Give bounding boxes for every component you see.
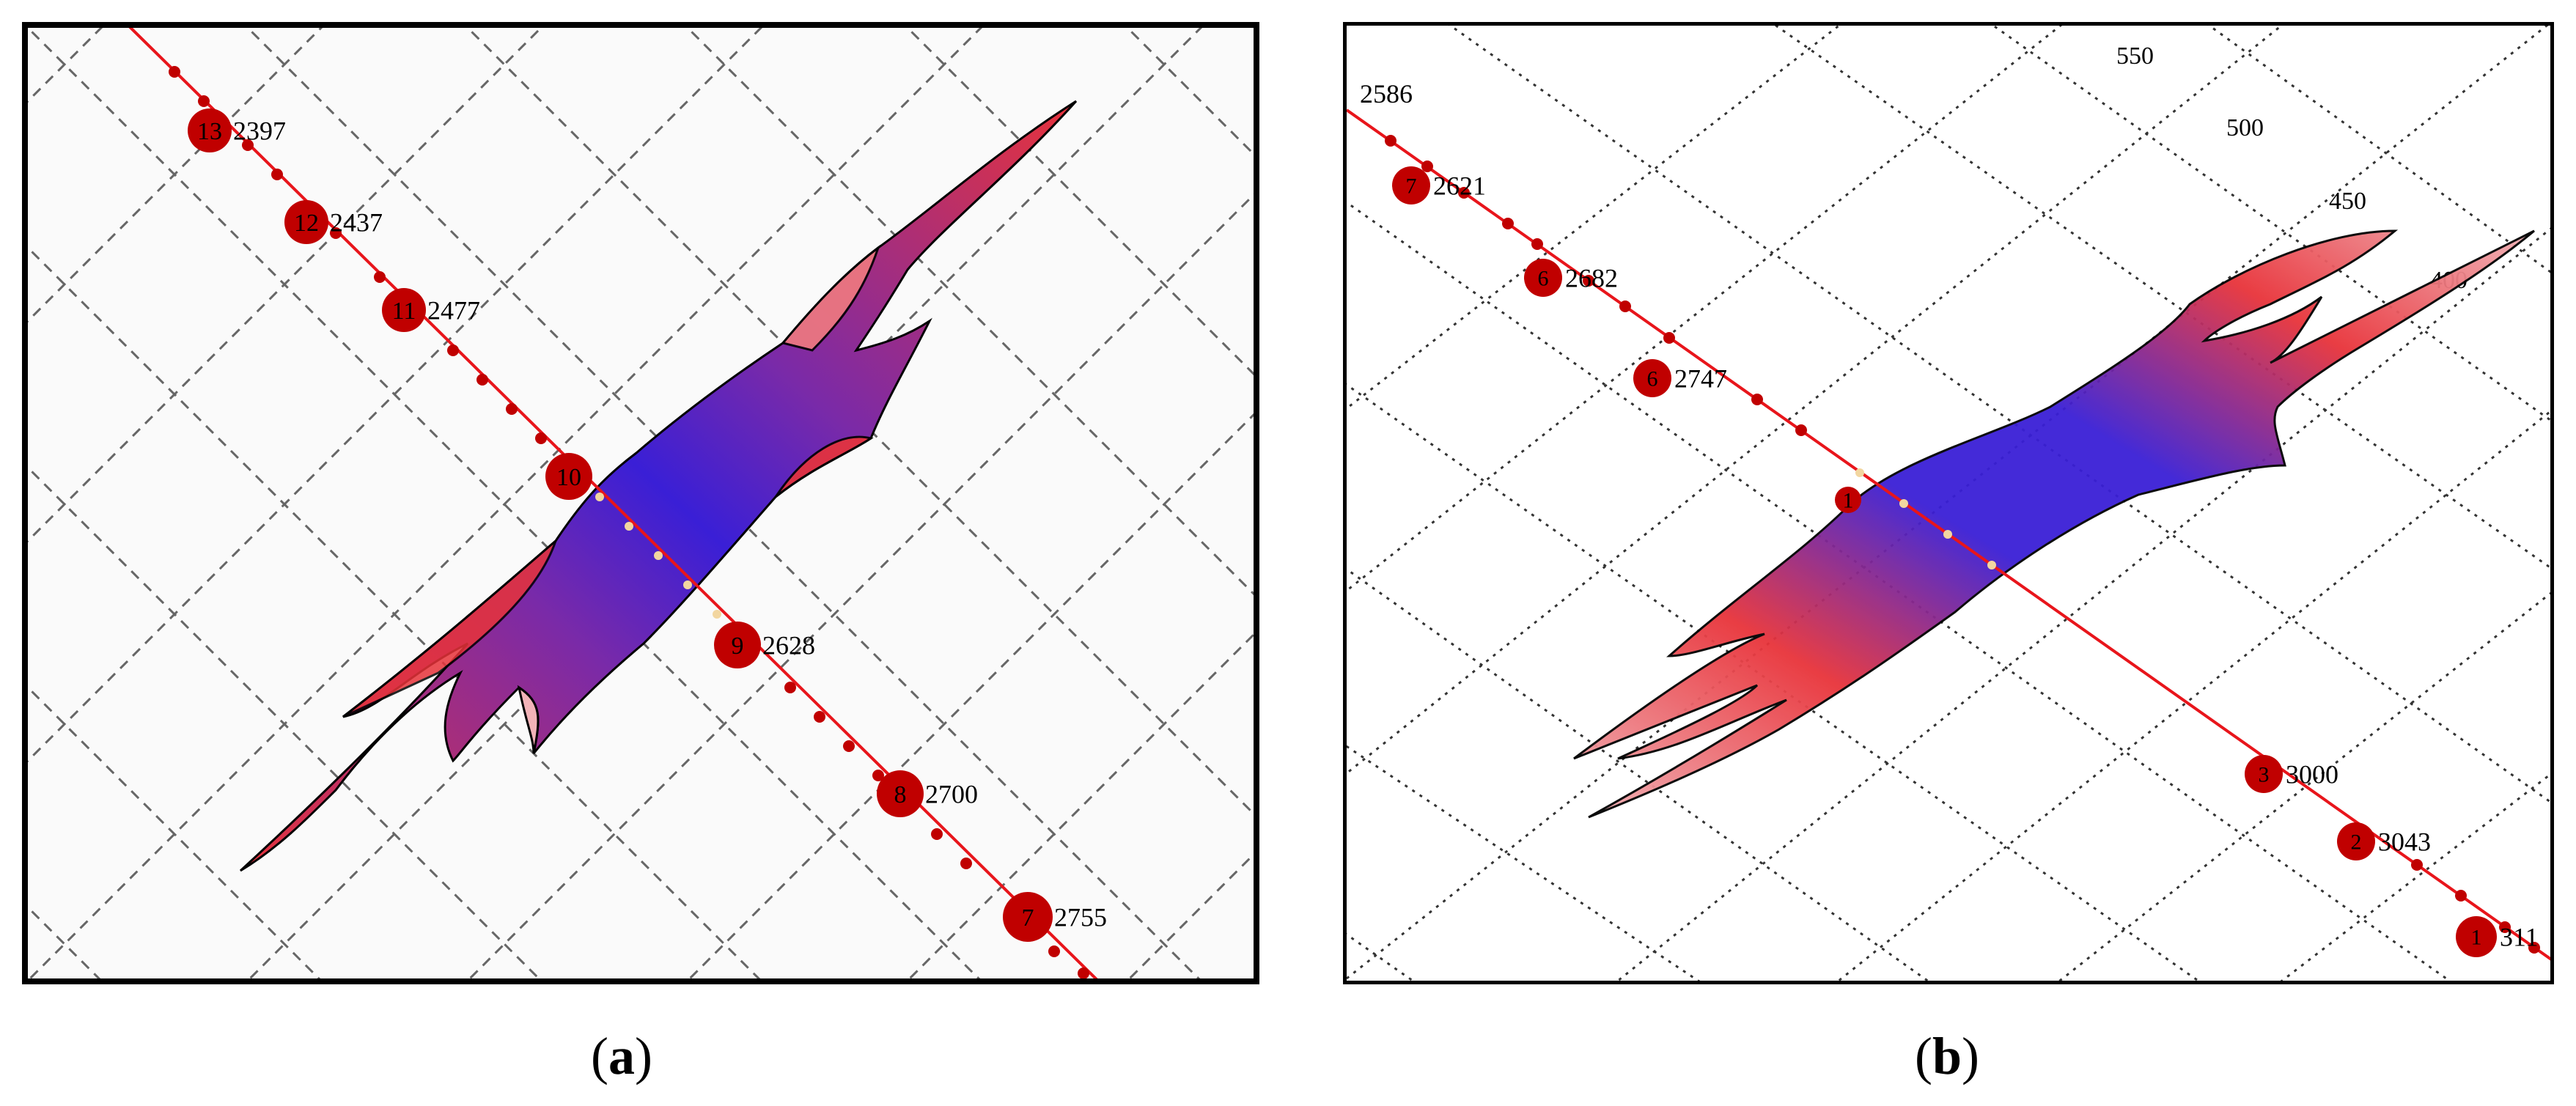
grid-label: 550 — [2116, 43, 2154, 70]
marker-6: 6 2682 — [1524, 259, 1618, 297]
marker-dot — [877, 770, 924, 817]
marker-number: 9 — [732, 633, 744, 660]
marker-dot — [2245, 755, 2283, 793]
marker-dot — [1633, 359, 1671, 397]
marker-number: 8 — [894, 781, 907, 808]
top-value-label: 2586 — [1360, 79, 1413, 108]
marker-number: 7 — [1022, 904, 1034, 932]
panel-b: 550500450400 2586 7262162682627471330002… — [1343, 22, 2554, 984]
panel-a: 13 2397 12 2437 11 2477 10 9 2628 8 2700 7 2755 — [22, 22, 1259, 984]
marker-value: 2747 — [1674, 364, 1727, 394]
marker-group: 13 2397 12 2437 11 2477 10 9 2628 8 2700 7 2755 — [188, 108, 1107, 942]
marker-1: 1 311 — [2456, 916, 2539, 957]
caption-a: (a) — [591, 1027, 652, 1085]
marker-dot — [1835, 487, 1861, 513]
grid-label: 450 — [2329, 188, 2366, 215]
marker-number: 2 — [2351, 830, 2362, 855]
marker-value: 311 — [2500, 923, 2539, 952]
contour-plot — [1573, 229, 2535, 819]
marker-6: 6 2747 — [1633, 359, 1727, 397]
marker-number: 3 — [2259, 763, 2270, 787]
marker-1: 1 — [1835, 487, 1861, 513]
marker-8: 8 2700 — [877, 770, 978, 817]
marker-number: 7 — [1406, 174, 1417, 199]
grid-label-group: 550500450400 — [2116, 43, 2468, 294]
marker-11: 11 2477 — [382, 288, 480, 332]
panel-b-figure: 550500450400 2586 7262162682627471330002… — [1347, 26, 2550, 981]
marker-number: 1 — [2471, 926, 2482, 950]
marker-7: 7 2755 — [1003, 892, 1107, 942]
marker-value: 2437 — [330, 208, 383, 237]
marker-dot — [382, 288, 426, 332]
marker-number: 10 — [556, 464, 581, 491]
marker-number: 6 — [1538, 267, 1549, 291]
marker-13: 13 2397 — [188, 108, 286, 152]
caption-b: (b) — [1915, 1027, 1980, 1085]
marker-value: 2621 — [1433, 172, 1486, 201]
marker-9: 9 2628 — [714, 622, 815, 668]
marker-value: 2700 — [925, 780, 978, 809]
marker-3: 3 3000 — [2245, 755, 2338, 793]
marker-dot — [2456, 916, 2497, 957]
panel-a-figure: 13 2397 12 2437 11 2477 10 9 2628 8 2700 7 2755 — [28, 28, 1254, 978]
marker-value: 3043 — [2378, 827, 2431, 857]
marker-number: 12 — [294, 210, 319, 237]
marker-number: 6 — [1647, 367, 1658, 391]
marker-value: 2755 — [1054, 903, 1107, 932]
grid-label: 500 — [2226, 114, 2264, 141]
marker-dot — [545, 453, 592, 500]
marker-2: 2 3043 — [2337, 822, 2431, 860]
marker-7: 7 2621 — [1392, 166, 1486, 204]
marker-value: 3000 — [2286, 760, 2338, 789]
contour-plot — [239, 100, 1078, 872]
top-value-text: 2586 — [1360, 79, 1413, 108]
marker-dot — [284, 200, 328, 244]
marker-value: 2628 — [762, 631, 815, 660]
marker-number: 1 — [1843, 489, 1854, 513]
marker-10: 10 — [545, 453, 592, 500]
marker-12: 12 2437 — [284, 200, 383, 244]
marker-dot — [714, 622, 761, 668]
trajectory — [128, 28, 1098, 978]
marker-dot — [1392, 166, 1430, 204]
marker-dot — [1524, 259, 1562, 297]
marker-dot — [1003, 892, 1053, 942]
marker-dot — [2337, 822, 2375, 860]
marker-number: 11 — [392, 298, 416, 325]
marker-group: 7 2621 6 2682 6 2747 1 3 3000 2 3043 1 311 — [1392, 166, 2539, 957]
marker-value: 2682 — [1565, 264, 1618, 293]
marker-dot — [188, 108, 232, 152]
marker-value: 2397 — [233, 117, 286, 146]
marker-number: 13 — [197, 118, 222, 145]
marker-value: 2477 — [427, 296, 480, 325]
